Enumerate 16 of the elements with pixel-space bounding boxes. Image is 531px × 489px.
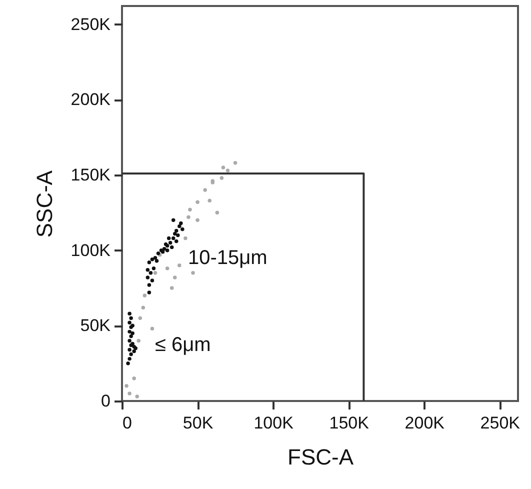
x-axis-title: FSC-A [288, 444, 354, 470]
x-tick-label: 0 [122, 414, 132, 432]
y-tick-label: 50K [80, 316, 112, 336]
x-tick-label: 250K [480, 414, 521, 432]
x-tick-label: 200K [404, 414, 446, 432]
y-tick-label: 150K [70, 165, 112, 184]
x-tick-label: 150K [329, 414, 370, 432]
y-tick-label: 0 [101, 392, 110, 410]
annotation: ≤ 6μm [155, 334, 211, 356]
y-tick-label: 200K [70, 90, 112, 110]
y-axis-title: SSC-A [32, 170, 57, 238]
annotation: 10-15μm [188, 247, 268, 269]
y-tick-label: 250K [70, 14, 112, 34]
x-tick-label: 100K [254, 414, 294, 432]
x-tick-label: 50K [182, 414, 214, 432]
y-tick-label: 100K [70, 240, 112, 260]
